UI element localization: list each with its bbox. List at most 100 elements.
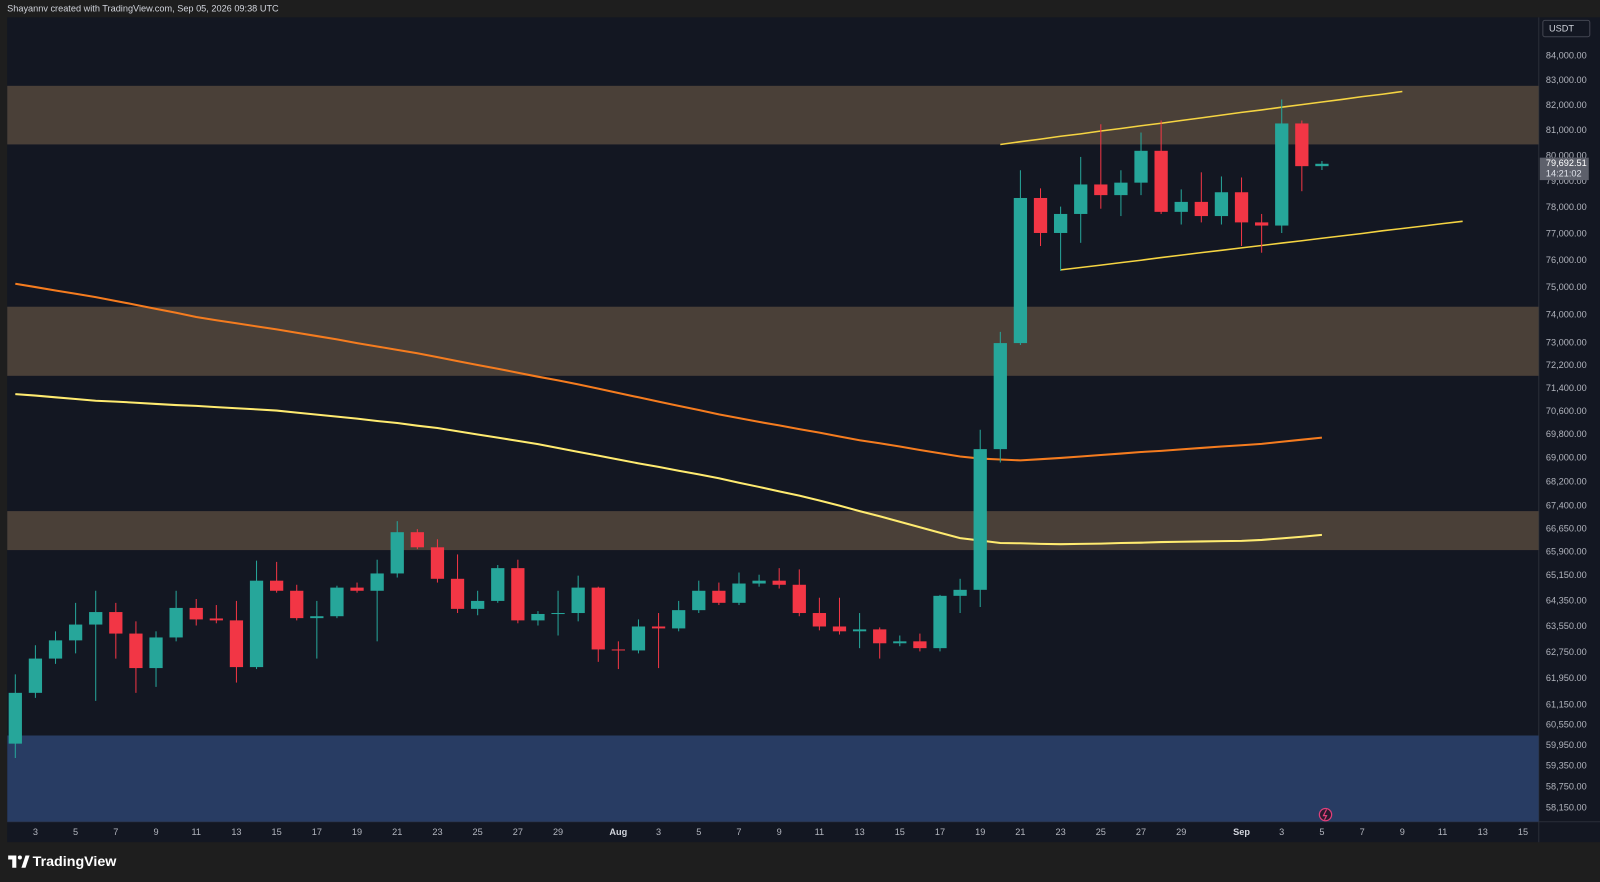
x-tick-label: 11 — [1438, 827, 1448, 837]
y-tick-label: 66,650.00 — [1546, 524, 1587, 534]
x-tick-label: 15 — [272, 827, 282, 837]
candle-body — [712, 590, 726, 603]
last-price-box — [1539, 157, 1589, 181]
logo-dot[interactable] — [17, 855, 22, 860]
zone — [7, 735, 1539, 822]
x-tick-label: 9 — [153, 827, 158, 837]
logo-mark[interactable] — [8, 855, 17, 868]
x-tick-label: 5 — [73, 827, 78, 837]
currency-box[interactable] — [1542, 19, 1591, 38]
candle-body — [591, 587, 605, 650]
event-icon-bolt[interactable] — [1322, 809, 1328, 821]
candle-body — [129, 633, 143, 669]
y-tick-label: 77,000.00 — [1546, 228, 1587, 238]
candles — [8, 99, 1329, 759]
overlay-line — [15, 282, 1323, 462]
currency-label[interactable]: USDT — [1549, 24, 1574, 34]
candle-body — [491, 568, 505, 601]
candle-body — [430, 547, 445, 579]
candle-body — [410, 532, 424, 548]
candle-body — [1275, 123, 1289, 226]
candle-body — [873, 629, 887, 644]
x-tick-label: 9 — [1400, 827, 1405, 837]
y-tick-label: 63,550.00 — [1546, 621, 1587, 631]
zone — [7, 85, 1539, 145]
event-icon-circle[interactable] — [1318, 807, 1333, 822]
logo-mark[interactable] — [21, 855, 30, 868]
zone — [7, 511, 1539, 551]
y-tick-label: 62,750.00 — [1546, 647, 1587, 657]
y-tick-label: 74,000.00 — [1546, 310, 1587, 320]
candle-body — [1094, 184, 1108, 196]
y-tick-label: 65,150.00 — [1546, 570, 1587, 580]
candle-body — [812, 613, 827, 627]
candle-body — [1295, 123, 1309, 167]
y-tick-label: 72,200.00 — [1546, 360, 1587, 370]
y-tick-label: 71,400.00 — [1546, 383, 1587, 393]
candle-body — [390, 532, 404, 574]
axes: 84,000.00 83,000.00 82,000.00 81,000.00 80,0… — [33, 51, 1589, 837]
brand-name[interactable]: TradingView — [33, 854, 118, 870]
x-tick-label: 7 — [736, 827, 741, 837]
candle-body — [511, 568, 525, 621]
y-tick-label: 70,600.00 — [1546, 406, 1587, 416]
brand-logo[interactable]: TradingView — [8, 854, 117, 870]
x-tick-label: 19 — [352, 827, 362, 837]
x-tick-label: 11 — [191, 827, 201, 837]
y-tick-label: 83,000.00 — [1546, 75, 1587, 85]
candle-body — [1033, 197, 1048, 233]
candle-body — [270, 580, 284, 591]
x-tick-label: 19 — [975, 827, 985, 837]
x-tick-label: Aug — [609, 827, 627, 837]
y-tick-label: 59,350.00 — [1546, 761, 1587, 771]
x-tick-label: 15 — [1518, 827, 1528, 837]
candle-body — [551, 613, 565, 615]
candle-body — [370, 573, 384, 591]
zones — [7, 85, 1539, 822]
y-tick-label: 69,800.00 — [1546, 429, 1587, 439]
candle-body — [450, 578, 465, 609]
candle-body — [1255, 222, 1269, 226]
candle-body — [1315, 163, 1329, 167]
candle-body — [89, 612, 103, 625]
candle-body — [732, 583, 746, 603]
candle-body — [913, 641, 927, 649]
candle-body — [1114, 182, 1128, 196]
y-tick-label: 60,550.00 — [1546, 720, 1587, 730]
overlay-line — [15, 393, 1323, 546]
candle-body — [953, 589, 967, 596]
y-tick-label: 65,900.00 — [1546, 547, 1587, 557]
event-icon[interactable] — [1318, 807, 1333, 822]
price-axis — [1538, 17, 1600, 822]
header-text: Shayannv created with TradingView.com, S… — [7, 4, 279, 14]
x-tick-label: 25 — [1096, 827, 1106, 837]
candle-body — [752, 580, 766, 584]
y-tick-label: 61,150.00 — [1546, 700, 1587, 710]
y-tick-label: 80,000.00 — [1546, 150, 1587, 160]
y-tick-label: 69,000.00 — [1546, 453, 1587, 463]
y-tick-label: 58,750.00 — [1546, 781, 1587, 791]
countdown-label: 14:21:02 — [1546, 168, 1582, 178]
y-tick-label: 78,000.00 — [1546, 202, 1587, 212]
candle-body — [1134, 150, 1148, 183]
x-tick-label: 29 — [1176, 827, 1186, 837]
candle-body — [48, 640, 63, 659]
y-tick-label: 82,000.00 — [1546, 100, 1587, 110]
x-tick-label: 23 — [1056, 827, 1066, 837]
x-tick-label: 27 — [1136, 827, 1146, 837]
candle-body — [1234, 192, 1249, 223]
candle-body — [209, 618, 223, 621]
candle-body — [1074, 184, 1088, 214]
x-tick-label: 3 — [33, 827, 38, 837]
candle-body — [229, 620, 244, 668]
candle-body — [1194, 201, 1208, 217]
candle-body — [973, 449, 987, 590]
candle-body — [933, 595, 947, 649]
candle-body — [1053, 213, 1068, 233]
candle-body — [1154, 150, 1168, 212]
x-tick-label: 13 — [854, 827, 864, 837]
candle-body — [792, 584, 806, 614]
x-tick-label: 5 — [696, 827, 701, 837]
